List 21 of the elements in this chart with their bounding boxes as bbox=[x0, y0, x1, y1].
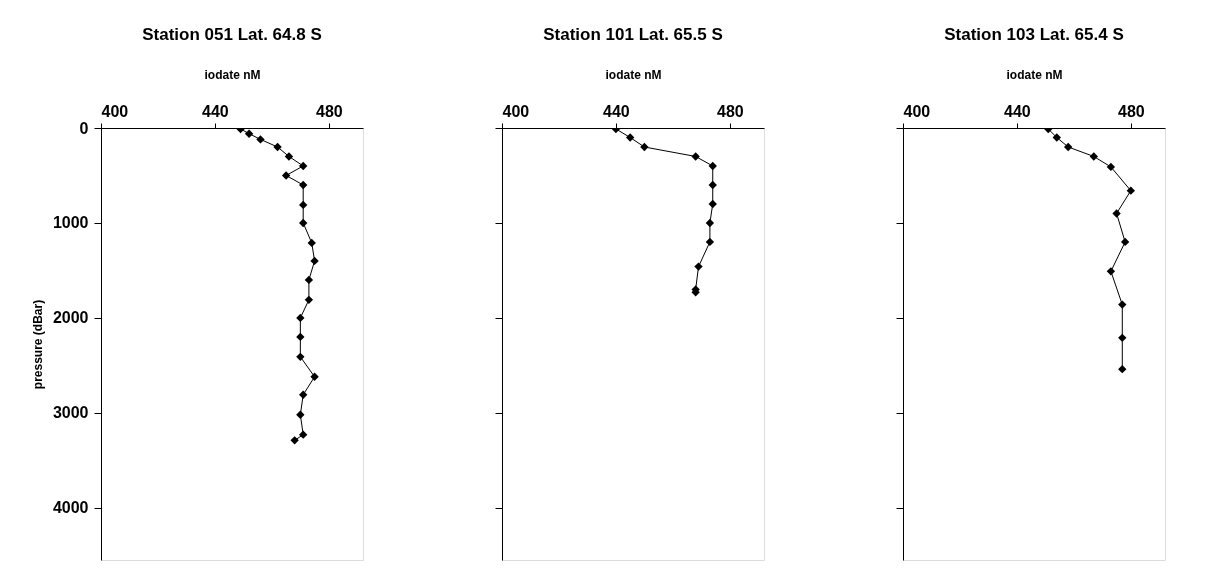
x-axis-title: iodate nM bbox=[1006, 67, 1063, 82]
chart-title: Station 051 Lat. 64.8 S bbox=[142, 25, 322, 44]
x-axis-title: iodate nM bbox=[605, 67, 662, 82]
y-tick-label: 2000 bbox=[52, 309, 89, 327]
x-tick-label: 480 bbox=[315, 102, 343, 120]
x-tick-label: 480 bbox=[1117, 102, 1145, 120]
chart-title: Station 103 Lat. 65.4 S bbox=[944, 25, 1124, 44]
x-tick-label: 480 bbox=[716, 102, 744, 120]
y-tick-label: 4000 bbox=[52, 499, 89, 517]
y-tick-label: 3000 bbox=[52, 404, 89, 422]
y-tick-label: 1000 bbox=[52, 214, 89, 232]
x-tick-label: 400 bbox=[502, 102, 530, 120]
chart-title: Station 101 Lat. 65.5 S bbox=[543, 25, 723, 44]
x-tick-label: 400 bbox=[903, 102, 931, 120]
x-tick-label: 440 bbox=[1004, 102, 1031, 120]
x-axis-title: iodate nM bbox=[204, 67, 261, 82]
y-axis-title: pressure (dBar) bbox=[30, 299, 45, 390]
x-tick-label: 440 bbox=[202, 102, 229, 120]
y-tick-label: 0 bbox=[79, 119, 89, 137]
x-tick-label: 440 bbox=[603, 102, 630, 120]
x-tick-label: 400 bbox=[101, 102, 129, 120]
